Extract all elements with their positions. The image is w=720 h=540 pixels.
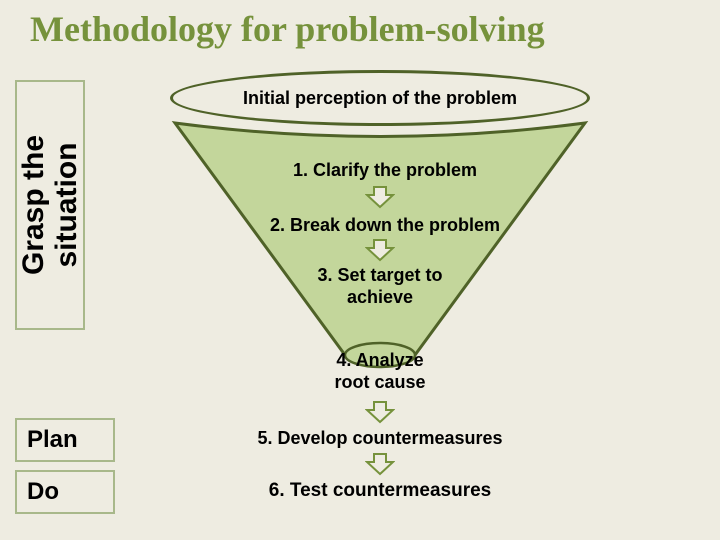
step-3: 3. Set target to achieve <box>280 265 480 308</box>
step-3-line2: achieve <box>347 287 413 307</box>
step-4: 4. Analyze root cause <box>310 350 450 393</box>
step-3-line1: 3. Set target to <box>317 265 442 285</box>
page-title: Methodology for problem-solving <box>30 8 545 50</box>
arrow-5 <box>365 452 395 476</box>
sidebar-grasp-label: Grasp the situation <box>17 135 83 275</box>
sidebar-plan-box: Plan <box>15 418 115 462</box>
sidebar-grasp-line2: situation <box>50 143 83 268</box>
step-4-line2: root cause <box>334 372 425 392</box>
sidebar-grasp-line1: Grasp the <box>17 135 50 275</box>
sidebar-do-box: Do <box>15 470 115 514</box>
step-1: 1. Clarify the problem <box>250 160 520 181</box>
step-2: 2. Break down the problem <box>240 215 530 236</box>
sidebar-plan-label: Plan <box>27 426 78 454</box>
arrow-2 <box>365 238 395 262</box>
step-4-line1: 4. Analyze <box>336 350 423 370</box>
step-5: 5. Develop countermeasures <box>230 428 530 449</box>
sidebar-grasp-box: Grasp the situation <box>15 80 85 330</box>
top-label-text: Initial perception of the problem <box>243 88 517 109</box>
arrow-4 <box>365 400 395 424</box>
top-ellipse-label: Initial perception of the problem <box>170 70 590 126</box>
step-6: 6. Test countermeasures <box>230 480 530 502</box>
arrow-1 <box>365 185 395 209</box>
sidebar-do-label: Do <box>27 478 59 506</box>
